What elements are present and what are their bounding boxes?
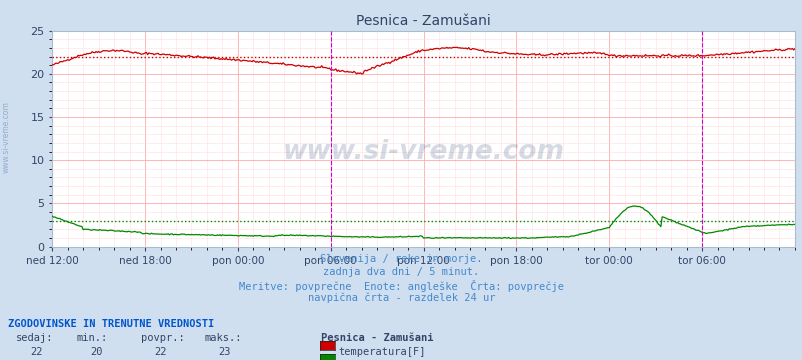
Text: 22: 22 [154, 347, 167, 357]
Text: sedaj:: sedaj: [16, 333, 54, 343]
Text: 22: 22 [30, 347, 43, 357]
Text: navpična črta - razdelek 24 ur: navpična črta - razdelek 24 ur [307, 293, 495, 303]
Text: maks.:: maks.: [205, 333, 242, 343]
Text: zadnja dva dni / 5 minut.: zadnja dva dni / 5 minut. [323, 267, 479, 277]
Text: povpr.:: povpr.: [140, 333, 184, 343]
Text: Meritve: povprečne  Enote: angleške  Črta: povprečje: Meritve: povprečne Enote: angleške Črta:… [239, 280, 563, 292]
Text: min.:: min.: [76, 333, 107, 343]
Text: temperatura[F]: temperatura[F] [338, 347, 426, 357]
Text: 23: 23 [218, 347, 231, 357]
Text: Slovenija / reke in morje.: Slovenija / reke in morje. [320, 254, 482, 264]
Text: 20: 20 [90, 347, 103, 357]
Text: Pesnica - Zamušani: Pesnica - Zamušani [321, 333, 433, 343]
Text: ZGODOVINSKE IN TRENUTNE VREDNOSTI: ZGODOVINSKE IN TRENUTNE VREDNOSTI [8, 319, 214, 329]
Text: www.si-vreme.com: www.si-vreme.com [282, 139, 564, 165]
Text: www.si-vreme.com: www.si-vreme.com [2, 101, 11, 173]
Title: Pesnica - Zamušani: Pesnica - Zamušani [356, 14, 490, 28]
